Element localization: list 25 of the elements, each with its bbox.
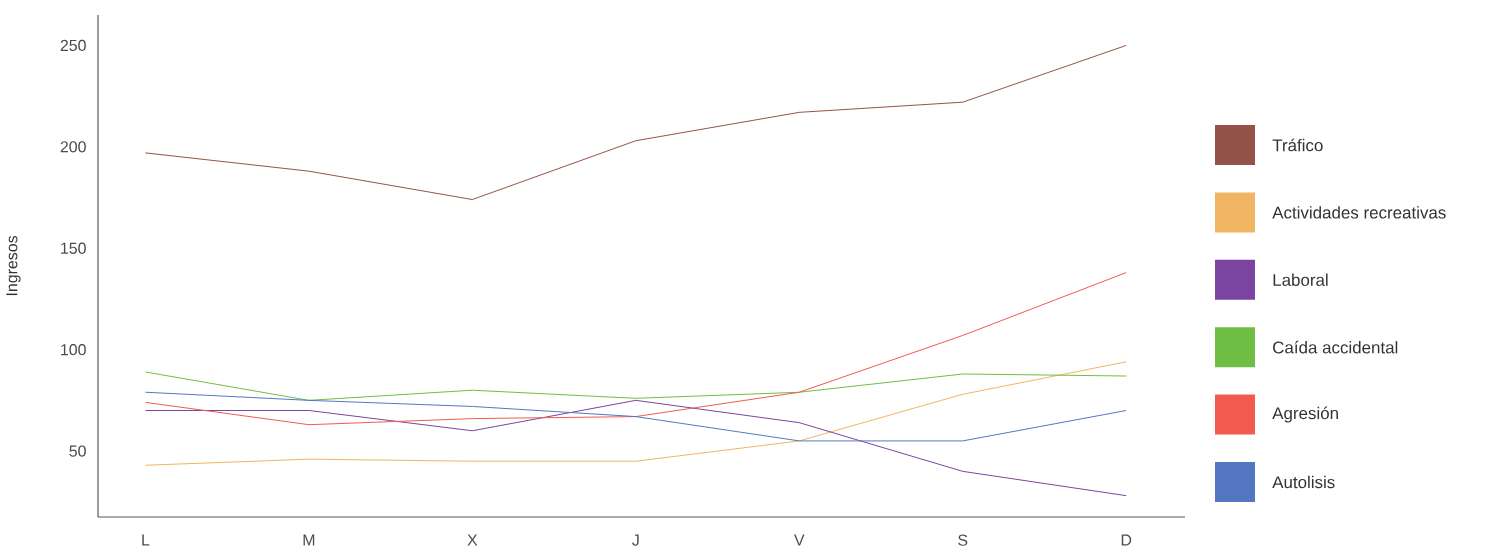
line-series — [144, 391, 1127, 442]
y-axis-title: Ingresos — [6, 236, 21, 296]
x-tick-label: V — [794, 534, 805, 546]
line-series — [144, 44, 1127, 201]
legend-label: Agresión — [1272, 406, 1338, 423]
legend-label: Autolisis — [1272, 475, 1335, 489]
x-tick-label: M — [303, 534, 315, 546]
line-series — [144, 371, 1127, 401]
y-tick-label: 250 — [60, 39, 86, 52]
y-tick-label: 200 — [60, 141, 86, 153]
x-tick-label: J — [632, 534, 639, 546]
x-tick-label: D — [1121, 534, 1132, 546]
line-series — [144, 361, 1127, 466]
y-tick-label: 100 — [61, 344, 86, 356]
legend-label: Laboral — [1273, 273, 1328, 287]
x-tick-label: L — [142, 534, 150, 546]
line-series — [144, 399, 1127, 497]
x-tick-label: S — [958, 534, 968, 546]
legend-label: Actividades recreativas — [1272, 206, 1446, 219]
line-series — [144, 272, 1127, 426]
x-tick-label: X — [467, 534, 478, 546]
y-tick-label: 150 — [61, 242, 86, 254]
y-tick-label: 50 — [69, 445, 86, 457]
legend-label: Tráfico — [1272, 138, 1323, 152]
legend-label: Caída accidental — [1273, 340, 1398, 354]
